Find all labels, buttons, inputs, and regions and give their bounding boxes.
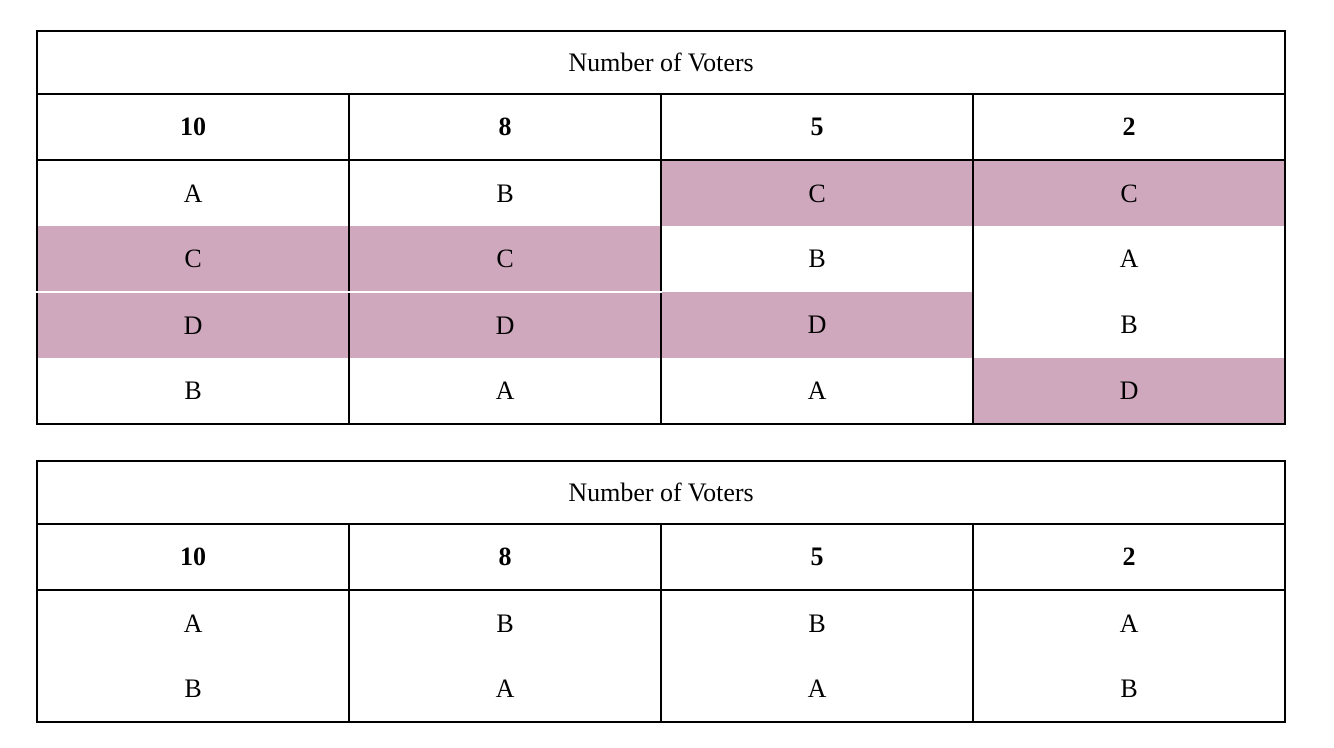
table-row: C C B A	[36, 226, 1286, 293]
voter-count-row: 10 8 5 2	[36, 93, 1286, 161]
preference-cell: B	[36, 358, 350, 425]
voter-count: 5	[660, 523, 974, 591]
preference-cell: A	[660, 358, 974, 425]
preference-cell: A	[660, 656, 974, 723]
table-title: Number of Voters	[36, 460, 1286, 525]
table-row: B A A D	[36, 358, 1286, 425]
preference-cell-highlighted: C	[348, 226, 662, 293]
table-title: Number of Voters	[36, 30, 1286, 95]
preference-cell-highlighted: D	[972, 358, 1286, 425]
voter-count-row: 10 8 5 2	[36, 523, 1286, 591]
voter-count: 2	[972, 523, 1286, 591]
preference-cell-highlighted: C	[660, 160, 974, 226]
table-row: A B B A	[36, 590, 1286, 656]
voter-count: 2	[972, 93, 1286, 161]
preference-table-2: Number of Voters 10 8 5 2 A B B A B A A …	[36, 460, 1286, 723]
preference-cell: B	[660, 226, 974, 292]
preference-cell-highlighted: C	[972, 160, 1286, 226]
voter-count: 5	[660, 93, 974, 161]
preference-cell-highlighted: D	[348, 292, 662, 358]
voter-count: 10	[36, 93, 350, 161]
preference-cell: B	[972, 656, 1286, 723]
voter-count: 10	[36, 523, 350, 591]
voter-count: 8	[348, 93, 662, 161]
table-row: A B C C	[36, 160, 1286, 226]
preference-cell: B	[348, 160, 662, 226]
preference-cell: B	[36, 656, 350, 723]
preference-cell: A	[36, 160, 350, 226]
preference-cell: A	[348, 656, 662, 723]
table-title-row: Number of Voters	[36, 460, 1286, 525]
preference-cell: A	[348, 358, 662, 425]
preference-cell: B	[660, 590, 974, 656]
preference-cell: B	[972, 292, 1286, 358]
preference-cell: A	[972, 590, 1286, 656]
preference-cell-highlighted: D	[660, 292, 974, 358]
voter-count: 8	[348, 523, 662, 591]
preference-cell: A	[972, 226, 1286, 292]
preference-cell: A	[36, 590, 350, 656]
preference-cell: B	[348, 590, 662, 656]
preference-table-1: Number of Voters 10 8 5 2 A B C C C C B …	[36, 30, 1286, 425]
preference-cell-highlighted: D	[36, 292, 350, 358]
preference-cell-highlighted: C	[36, 226, 350, 293]
table-title-row: Number of Voters	[36, 30, 1286, 95]
table-row: D D D B	[36, 292, 1286, 358]
table-row: B A A B	[36, 656, 1286, 723]
